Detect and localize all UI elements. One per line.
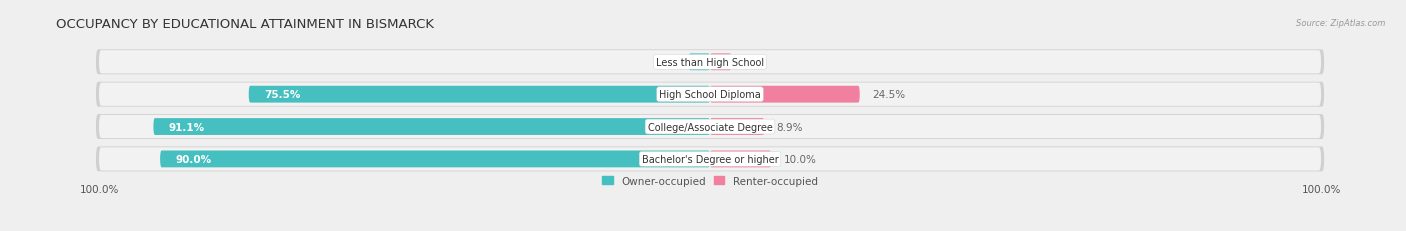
FancyBboxPatch shape (96, 147, 1324, 172)
Text: 24.5%: 24.5% (872, 90, 905, 100)
FancyBboxPatch shape (689, 54, 710, 71)
Text: Source: ZipAtlas.com: Source: ZipAtlas.com (1295, 18, 1385, 27)
FancyBboxPatch shape (98, 51, 1322, 74)
Text: 75.5%: 75.5% (264, 90, 301, 100)
Text: OCCUPANCY BY EDUCATIONAL ATTAINMENT IN BISMARCK: OCCUPANCY BY EDUCATIONAL ATTAINMENT IN B… (56, 18, 434, 30)
Text: Less than High School: Less than High School (657, 58, 763, 67)
Text: 0.0%: 0.0% (741, 58, 766, 67)
Text: College/Associate Degree: College/Associate Degree (648, 122, 772, 132)
FancyBboxPatch shape (710, 54, 731, 71)
FancyBboxPatch shape (710, 119, 765, 135)
FancyBboxPatch shape (710, 86, 859, 103)
Text: 10.0%: 10.0% (783, 154, 817, 164)
Text: 91.1%: 91.1% (169, 122, 205, 132)
FancyBboxPatch shape (96, 50, 1324, 75)
FancyBboxPatch shape (160, 151, 710, 168)
FancyBboxPatch shape (98, 116, 1322, 139)
FancyBboxPatch shape (249, 86, 710, 103)
Text: 90.0%: 90.0% (176, 154, 211, 164)
Text: 8.9%: 8.9% (776, 122, 803, 132)
FancyBboxPatch shape (98, 83, 1322, 106)
Text: 0.0%: 0.0% (654, 58, 679, 67)
FancyBboxPatch shape (98, 148, 1322, 171)
FancyBboxPatch shape (96, 82, 1324, 107)
FancyBboxPatch shape (710, 151, 770, 168)
Legend: Owner-occupied, Renter-occupied: Owner-occupied, Renter-occupied (602, 176, 818, 186)
FancyBboxPatch shape (153, 119, 710, 135)
Text: Bachelor's Degree or higher: Bachelor's Degree or higher (641, 154, 779, 164)
Text: High School Diploma: High School Diploma (659, 90, 761, 100)
FancyBboxPatch shape (96, 115, 1324, 139)
